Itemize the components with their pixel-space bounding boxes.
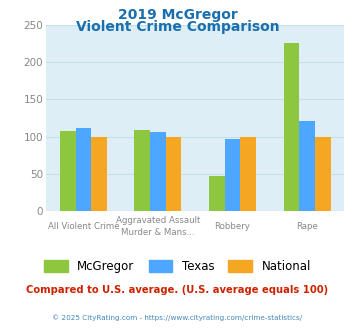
Bar bbox=[91, 137, 107, 211]
Text: Rape: Rape bbox=[296, 222, 318, 231]
Text: Violent Crime Comparison: Violent Crime Comparison bbox=[76, 20, 279, 34]
Bar bbox=[150, 132, 166, 211]
Bar bbox=[240, 137, 256, 211]
Bar bbox=[299, 121, 315, 211]
Text: Compared to U.S. average. (U.S. average equals 100): Compared to U.S. average. (U.S. average … bbox=[26, 285, 329, 295]
Text: Murder & Mans...: Murder & Mans... bbox=[121, 228, 195, 237]
Bar bbox=[209, 176, 225, 211]
Text: Robbery: Robbery bbox=[214, 222, 251, 231]
Bar bbox=[284, 43, 299, 211]
Text: 2019 McGregor: 2019 McGregor bbox=[118, 8, 237, 22]
Bar bbox=[315, 137, 331, 211]
Text: © 2025 CityRating.com - https://www.cityrating.com/crime-statistics/: © 2025 CityRating.com - https://www.city… bbox=[53, 314, 302, 321]
Bar bbox=[135, 130, 150, 211]
Legend: McGregor, Texas, National: McGregor, Texas, National bbox=[39, 255, 316, 278]
Bar bbox=[60, 131, 76, 211]
Text: All Violent Crime: All Violent Crime bbox=[48, 222, 119, 231]
Bar bbox=[225, 139, 240, 211]
Bar bbox=[166, 137, 181, 211]
Bar bbox=[76, 128, 91, 211]
Text: Aggravated Assault: Aggravated Assault bbox=[116, 216, 200, 225]
